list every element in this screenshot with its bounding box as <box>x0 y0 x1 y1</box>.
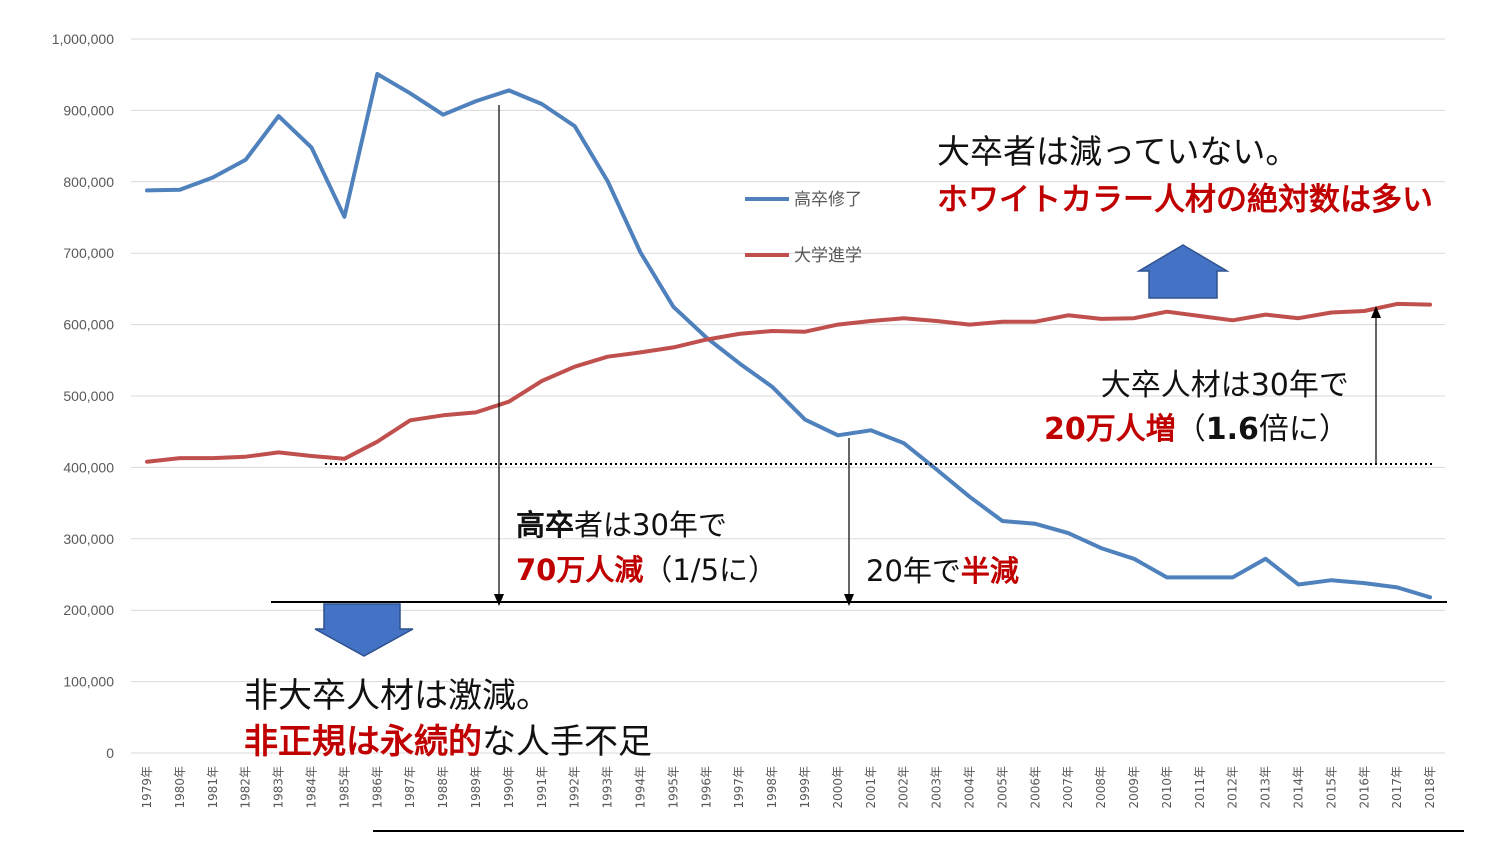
y-tick-label: 500,000 <box>63 388 114 404</box>
x-tick-label: 1988年 <box>436 766 450 809</box>
y-tick-label: 100,000 <box>63 674 114 690</box>
y-tick-label: 700,000 <box>63 245 114 261</box>
annotation-university-line2: 20万人増（1.6倍に） <box>1044 408 1349 452</box>
annotation-top-right-line1: 大卒者は減っていない。 <box>937 132 1299 171</box>
series-line-1 <box>145 301 1433 464</box>
x-tick-label: 1990年 <box>502 766 516 809</box>
x-tick-label: 2004年 <box>963 766 977 809</box>
x-tick-label: 2005年 <box>995 766 1009 809</box>
y-tick-label: 0 <box>106 745 114 761</box>
x-tick-label: 2007年 <box>1061 766 1075 809</box>
x-tick-label: 2017年 <box>1390 766 1404 809</box>
y-tick-label: 900,000 <box>63 102 114 118</box>
y-tick-label: 1,000,000 <box>52 31 114 47</box>
x-tick-label: 1984年 <box>305 766 319 809</box>
annotation-university-ratio: 1.6 <box>1205 412 1259 447</box>
decline-30yr-arrowhead <box>494 594 504 606</box>
x-tick-label: 1992年 <box>568 766 582 809</box>
annotation-high-school-line2: 70万人減（1/5に） <box>516 548 777 593</box>
annotation-high-school-decrease: 70万人減 <box>516 553 644 587</box>
increase-arrowhead <box>1371 306 1381 318</box>
legend-label-university: 大学進学 <box>794 246 862 266</box>
y-axis: 0 100,000 200,000 300,000 400,000 500,000 600,… <box>52 31 115 761</box>
annotation-high-school-bold: 高卒 <box>516 508 575 542</box>
annotation-high-school-rest: 者は30年で <box>574 508 727 542</box>
x-tick-label: 1993年 <box>601 766 615 809</box>
annotation-university-paren-close: 倍に） <box>1258 412 1349 447</box>
annotation-university-line1: 大卒人材は30年で <box>1044 364 1349 408</box>
y-tick-label: 400,000 <box>63 459 114 475</box>
annotation-bottom-red: 非正規は永続的 <box>244 722 482 762</box>
x-tick-label: 2013年 <box>1259 766 1273 809</box>
decline-20yr-arrowhead <box>844 594 854 606</box>
x-tick-label: 2006年 <box>1028 766 1042 809</box>
block-arrow-down <box>314 603 414 657</box>
annotation-high-school-ratio: （1/5に） <box>643 553 778 587</box>
x-tick-label: 2010年 <box>1160 766 1174 809</box>
y-tick-label: 600,000 <box>63 317 114 333</box>
x-tick-label: 2011年 <box>1193 766 1207 809</box>
x-tick-label: 2003年 <box>930 766 944 809</box>
annotation-half-prefix: 20年で <box>866 554 961 588</box>
x-tick-label: 2018年 <box>1423 766 1437 809</box>
y-tick-label: 200,000 <box>63 602 114 618</box>
x-tick-label: 1999年 <box>798 766 812 809</box>
annotation-high-school: 高卒者は30年で 70万人減（1/5に） <box>516 503 777 593</box>
x-tick-label: 1981年 <box>206 766 220 809</box>
x-tick-label: 2001年 <box>864 766 878 809</box>
x-tick-label: 2008年 <box>1094 766 1108 809</box>
x-tick-label: 1994年 <box>634 766 648 809</box>
x-tick-label: 1979年 <box>140 766 154 809</box>
legend: 高卒修了 大学進学 <box>745 190 862 266</box>
x-tick-label: 1987年 <box>403 766 417 809</box>
x-tick-label: 1986年 <box>370 766 384 809</box>
x-tick-label: 1997年 <box>732 766 746 809</box>
annotation-top-right-line2: ホワイトカラー人材の絶対数は多い <box>937 182 1433 218</box>
annotation-top-right: 大卒者は減っていない。 ホワイトカラー人材の絶対数は多い <box>937 128 1433 224</box>
x-tick-label: 1989年 <box>469 766 483 809</box>
legend-label-high-school: 高卒修了 <box>794 190 862 210</box>
annotation-university-paren-open: （ <box>1175 412 1206 447</box>
x-tick-label: 2012年 <box>1226 766 1240 809</box>
annotation-university: 大卒人材は30年で 20万人増（1.6倍に） <box>1044 364 1349 452</box>
annotation-bottom-line1: 非大卒人材は激減。 <box>244 676 550 716</box>
annotation-bottom: 非大卒人材は激減。 非正規は永続的な人手不足 <box>244 673 652 765</box>
annotation-university-increase: 20万人増 <box>1044 412 1176 447</box>
annotation-half: 20年で半減 <box>866 549 1019 594</box>
x-tick-label: 1998年 <box>765 766 779 809</box>
annotation-university-line1-text: 大卒人材は30年で <box>1100 368 1349 403</box>
x-axis: 1979年 1980年 1981年 1982年 1983年 1984年 1985年 1986年… <box>140 766 1437 809</box>
annotation-bottom-line2: 非正規は永続的な人手不足 <box>244 719 652 765</box>
x-tick-label: 2000年 <box>831 766 845 809</box>
y-tick-label: 800,000 <box>63 174 114 190</box>
x-tick-label: 1982年 <box>239 766 253 809</box>
x-tick-label: 2009年 <box>1127 766 1141 809</box>
x-tick-label: 1991年 <box>535 766 549 809</box>
x-tick-label: 2015年 <box>1324 766 1338 809</box>
x-tick-label: 1985年 <box>337 766 351 809</box>
x-tick-label: 2014年 <box>1292 766 1306 809</box>
annotation-half-red: 半減 <box>960 554 1019 588</box>
x-tick-label: 2002年 <box>897 766 911 809</box>
annotation-graphics <box>271 105 1464 832</box>
annotation-bottom-rest: な人手不足 <box>482 722 652 762</box>
series-lines <box>145 72 1433 600</box>
x-tick-label: 1983年 <box>272 766 286 809</box>
block-arrow-up <box>1136 244 1230 299</box>
x-tick-label: 2016年 <box>1357 766 1371 809</box>
x-tick-label: 1996年 <box>699 766 713 809</box>
x-tick-label: 1995年 <box>666 766 680 809</box>
y-tick-label: 300,000 <box>63 531 114 547</box>
annotation-high-school-line1: 高卒者は30年で <box>516 503 777 548</box>
x-tick-label: 1980年 <box>173 766 187 809</box>
series-line-0 <box>145 72 1433 600</box>
